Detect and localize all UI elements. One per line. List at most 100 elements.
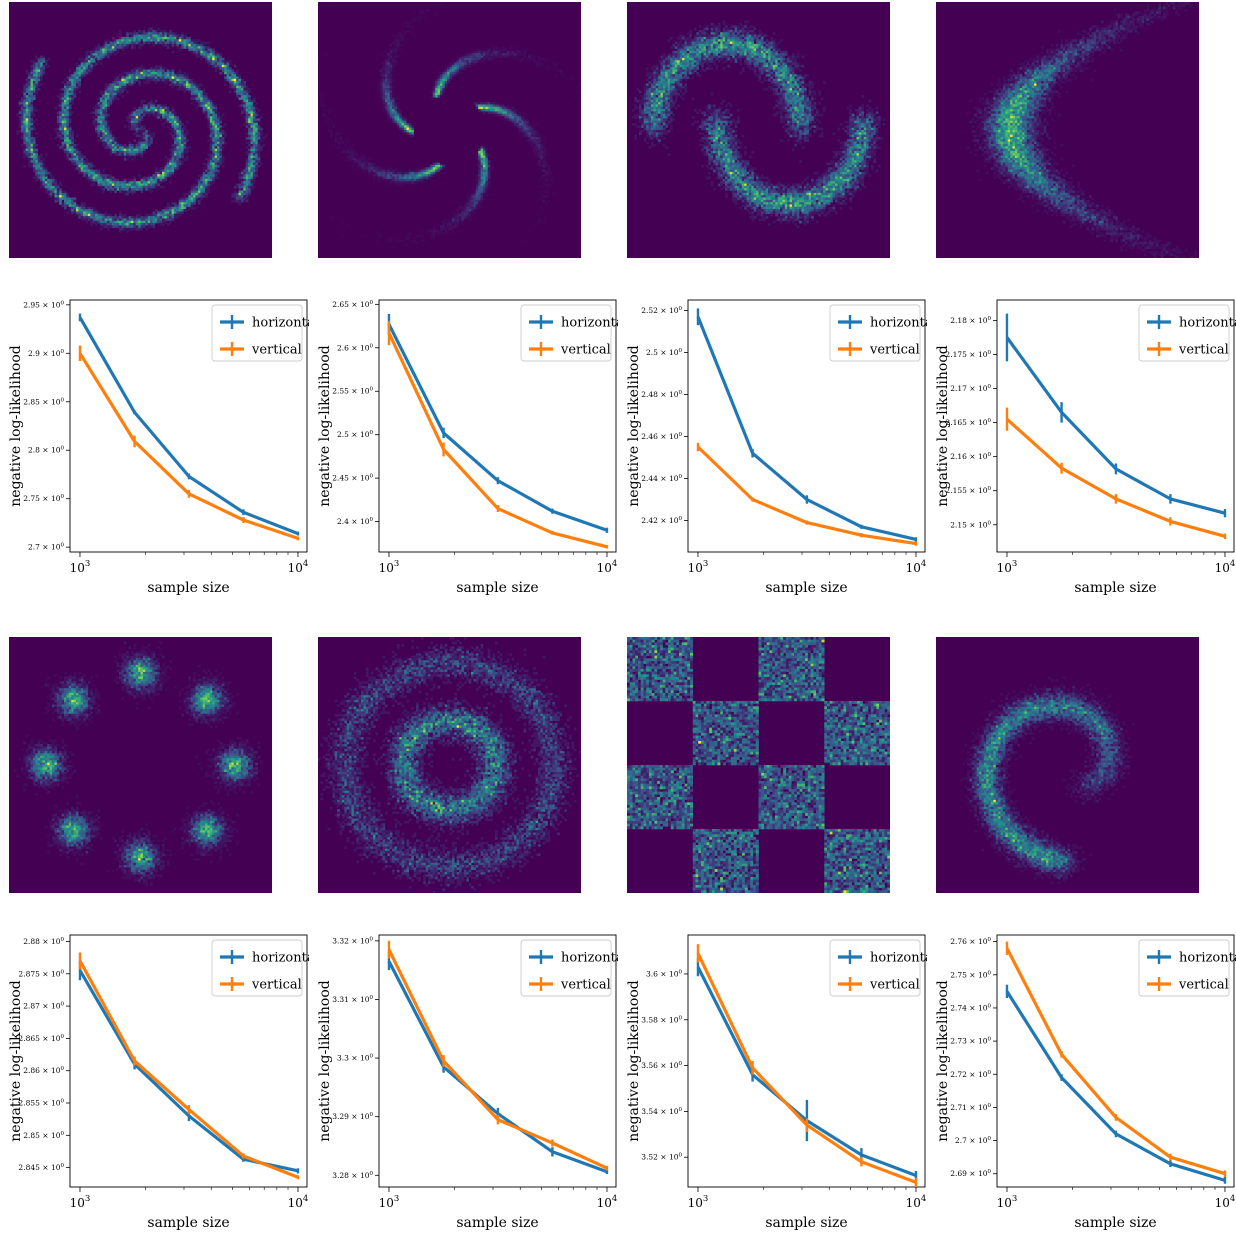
legend-label-vertical: vertical (560, 978, 611, 993)
y-tick-label: 3.31 × 100 (332, 995, 373, 1004)
x-tick-label: 104 (288, 559, 309, 575)
y-tick-label: 2.7 × 100 (28, 543, 65, 552)
y-tick-label: 2.42 × 100 (641, 516, 682, 525)
x-tick-label: 103 (379, 1194, 400, 1210)
x-tick-label: 103 (379, 559, 400, 575)
y-tick-label: 2.875 × 100 (18, 969, 64, 978)
y-tick-label: 3.28 × 100 (332, 1171, 373, 1180)
legend: horizontal vertical (521, 940, 618, 996)
x-axis-label: sample size (147, 1215, 229, 1231)
y-tick-label: 2.65 × 100 (332, 300, 373, 309)
y-tick-label: 2.15 × 100 (950, 520, 991, 529)
legend-label-vertical: vertical (560, 343, 611, 358)
y-tick-label: 2.69 × 100 (950, 1169, 991, 1178)
y-tick-label: 3.58 × 100 (641, 1015, 682, 1024)
y-tick-label: 2.52 × 100 (641, 306, 682, 315)
legend: horizontalvertical (521, 305, 618, 361)
y-tick-label: 2.48 × 100 (641, 390, 682, 399)
y-tick-label: 2.72 × 100 (950, 1070, 991, 1079)
x-tick-label: 104 (597, 1194, 618, 1210)
legend-label-vertical: vertical (869, 978, 920, 993)
legend: horizontalvertical (830, 305, 927, 361)
y-tick-label: 2.16 × 100 (950, 452, 991, 461)
x-axis-label: sample size (1074, 1215, 1156, 1231)
y-tick-label: 2.85 × 100 (23, 1131, 64, 1140)
nll-chart-8: 2.69 × 100 2.7 × 100 2.71 × 100 2.72 × 100 2… (927, 915, 1236, 1249)
legend-label-horizontal: horizontal (1179, 951, 1236, 966)
density-two-moons (627, 2, 890, 258)
legend-label-vertical: vertical (251, 343, 302, 358)
legend: horizontal vertical (1139, 940, 1236, 996)
y-tick-label: 2.845 × 100 (18, 1163, 64, 1172)
y-tick-label: 2.6 × 100 (337, 343, 374, 352)
y-tick-label: 2.55 × 100 (332, 387, 373, 396)
legend-label-vertical: vertical (869, 343, 920, 358)
y-tick-label: 2.85 × 100 (23, 397, 64, 406)
y-tick-label: 3.6 × 100 (646, 969, 683, 978)
x-tick-label: 104 (906, 1194, 927, 1210)
y-tick-label: 2.4 × 100 (337, 517, 374, 526)
density-banana (936, 2, 1199, 258)
y-tick-label: 2.7 × 100 (955, 1136, 992, 1145)
y-tick-label: 2.175 × 100 (945, 350, 991, 359)
x-tick-label: 103 (70, 1194, 91, 1210)
y-tick-label: 2.155 × 100 (945, 486, 991, 495)
density-two-spirals (9, 2, 272, 258)
x-axis-label: sample size (765, 1215, 847, 1231)
x-axis-label: sample size (765, 580, 847, 596)
legend-label-vertical: vertical (1178, 978, 1229, 993)
y-tick-label: 2.86 × 100 (23, 1066, 64, 1075)
nll-chart-1: 2.7 × 100 2.75 × 100 2.8 × 100 2.85 × 100 2.… (0, 280, 309, 614)
y-tick-label: 2.9 × 100 (28, 349, 65, 358)
y-axis-label: negative log-likelihood (317, 980, 333, 1142)
y-tick-label: 2.73 × 100 (950, 1037, 991, 1046)
y-axis-label: negative log-likelihood (626, 980, 642, 1142)
y-axis-label: negative log-likelihood (8, 980, 24, 1142)
x-tick-label: 104 (1215, 1194, 1236, 1210)
y-axis-label: negative log-likelihood (935, 345, 951, 507)
y-tick-label: 2.95 × 100 (23, 300, 64, 309)
legend-label-vertical: vertical (1178, 343, 1229, 358)
y-tick-label: 2.8 × 100 (28, 446, 65, 455)
legend-label-horizontal: horizontal (252, 951, 309, 966)
x-tick-label: 103 (688, 559, 709, 575)
x-tick-label: 104 (906, 559, 927, 575)
y-tick-label: 2.17 × 100 (950, 384, 991, 393)
legend-label-horizontal: horizontal (252, 316, 309, 331)
density-two-circles (318, 637, 581, 893)
legend-label-horizontal: horizontal (561, 951, 618, 966)
legend: horizontal vertical (830, 940, 927, 996)
y-tick-label: 3.56 × 100 (641, 1061, 682, 1070)
y-tick-label: 2.76 × 100 (950, 937, 991, 946)
nll-chart-2: 2.4 × 100 2.45 × 100 2.5 × 100 2.55 × 100 2.… (309, 280, 618, 614)
x-tick-label: 104 (597, 559, 618, 575)
y-tick-label: 2.44 × 100 (641, 474, 682, 483)
y-tick-label: 2.5 × 100 (337, 430, 374, 439)
x-axis-label: sample size (456, 580, 538, 596)
y-tick-label: 2.75 × 100 (23, 494, 64, 503)
density-checkerboard (627, 637, 890, 893)
y-axis-label: negative log-likelihood (626, 345, 642, 507)
x-tick-label: 103 (70, 559, 91, 575)
y-axis-label: negative log-likelihood (8, 345, 24, 507)
density-pinwheel (318, 2, 581, 258)
y-axis-label: negative log-likelihood (317, 345, 333, 507)
legend-label-horizontal: horizontal (870, 951, 927, 966)
y-tick-label: 2.45 × 100 (332, 474, 373, 483)
legend: horizontal vertical (212, 305, 309, 361)
x-axis-label: sample size (147, 580, 229, 596)
y-tick-label: 2.74 × 100 (950, 1003, 991, 1012)
x-tick-label: 104 (1215, 559, 1236, 575)
y-tick-label: 2.75 × 100 (950, 970, 991, 979)
y-tick-label: 2.71 × 100 (950, 1103, 991, 1112)
legend: horizontal vertical (1139, 305, 1236, 361)
y-tick-label: 3.29 × 100 (332, 1112, 373, 1121)
y-tick-label: 3.54 × 100 (641, 1107, 682, 1116)
y-tick-label: 3.32 × 100 (332, 936, 373, 945)
y-tick-label: 2.18 × 100 (950, 316, 991, 325)
legend-label-horizontal: horizontal (1179, 316, 1236, 331)
x-tick-label: 104 (288, 1194, 309, 1210)
